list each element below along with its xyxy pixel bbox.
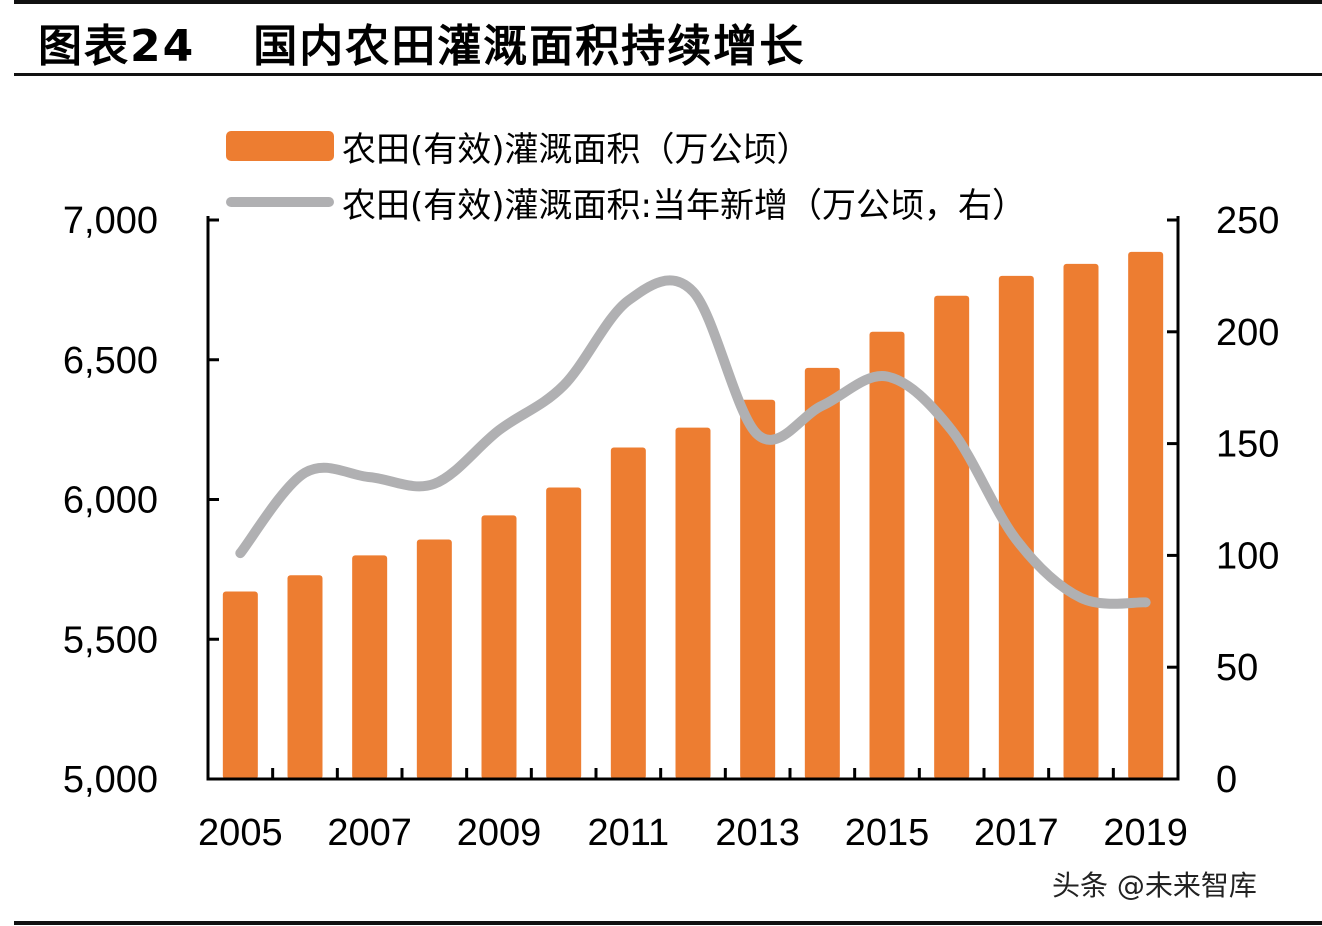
- bar-2009: [481, 515, 517, 779]
- bar-2019: [1128, 251, 1164, 779]
- left-axis-ticks: 5,000 5,500 6,000 6,500 7,000: [63, 200, 219, 801]
- left-tick-label: 5,000: [63, 759, 158, 801]
- bar-2017: [998, 275, 1034, 779]
- bar-2015: [869, 331, 905, 779]
- x-tick-label: 2019: [1103, 812, 1188, 854]
- legend-item-bar: 农田(有效)灌溉面积（万公顷）: [226, 118, 1026, 174]
- legend-label-bar: 农田(有效)灌溉面积（万公顷）: [342, 129, 811, 170]
- bar-2011: [610, 447, 646, 779]
- x-tick-label: 2013: [715, 812, 800, 854]
- left-tick-label: 6,000: [63, 480, 158, 522]
- x-tick-label: 2007: [327, 812, 412, 854]
- chart-title: 国内农田灌溉面积持续增长: [253, 21, 806, 72]
- bar-2007: [352, 555, 388, 779]
- bar-2012: [675, 427, 711, 779]
- x-tick-label: 2005: [198, 812, 283, 854]
- left-tick-label: 6,500: [63, 340, 158, 382]
- series-line-new-irrigation: [235, 275, 1151, 609]
- figure-title: 图表24 国内农田灌溉面积持续增长: [38, 14, 805, 72]
- right-tick-label: 250: [1216, 200, 1279, 242]
- bar-2013: [740, 399, 776, 779]
- x-tick-label: 2015: [845, 812, 930, 854]
- legend-swatch-bar: [226, 131, 334, 161]
- bar-2010: [546, 487, 582, 779]
- bar-2005: [222, 591, 258, 779]
- bar-2008: [416, 539, 452, 779]
- legend-swatch-line: [226, 197, 334, 207]
- right-tick-label: 200: [1216, 312, 1279, 354]
- right-tick-label: 50: [1216, 647, 1258, 689]
- right-tick-label: 150: [1216, 424, 1279, 466]
- title-rule: [14, 73, 1322, 76]
- figure-label: 图表24: [38, 21, 196, 72]
- legend-label-line: 农田(有效)灌溉面积:当年新增（万公顷，右）: [342, 185, 1026, 226]
- right-tick-label: 0: [1216, 759, 1237, 801]
- right-axis-ticks: 0 50 100 150 200 250: [1167, 200, 1279, 801]
- bottom-rule: [14, 921, 1322, 925]
- right-tick-label: 100: [1216, 535, 1279, 577]
- x-tick-label: 2011: [587, 812, 669, 854]
- left-tick-label: 5,500: [63, 619, 158, 661]
- x-axis-ticks: 2005 2007 2009 2011 2013 2015 2017 2019: [198, 768, 1188, 854]
- bar-2014: [804, 367, 840, 779]
- legend-item-line: 农田(有效)灌溉面积:当年新增（万公顷，右）: [226, 174, 1026, 230]
- bar-2016: [934, 295, 970, 779]
- bar-2018: [1063, 263, 1099, 780]
- watermark: 头条 @未来智库: [1052, 869, 1257, 902]
- top-rule: [14, 0, 1322, 4]
- bar-2006: [287, 575, 323, 779]
- x-tick-label: 2017: [974, 812, 1059, 854]
- legend: 农田(有效)灌溉面积（万公顷） 农田(有效)灌溉面积:当年新增（万公顷，右）: [226, 118, 1026, 230]
- x-tick-label: 2009: [457, 812, 542, 854]
- bars-group: [222, 251, 1164, 780]
- left-tick-label: 7,000: [63, 200, 158, 242]
